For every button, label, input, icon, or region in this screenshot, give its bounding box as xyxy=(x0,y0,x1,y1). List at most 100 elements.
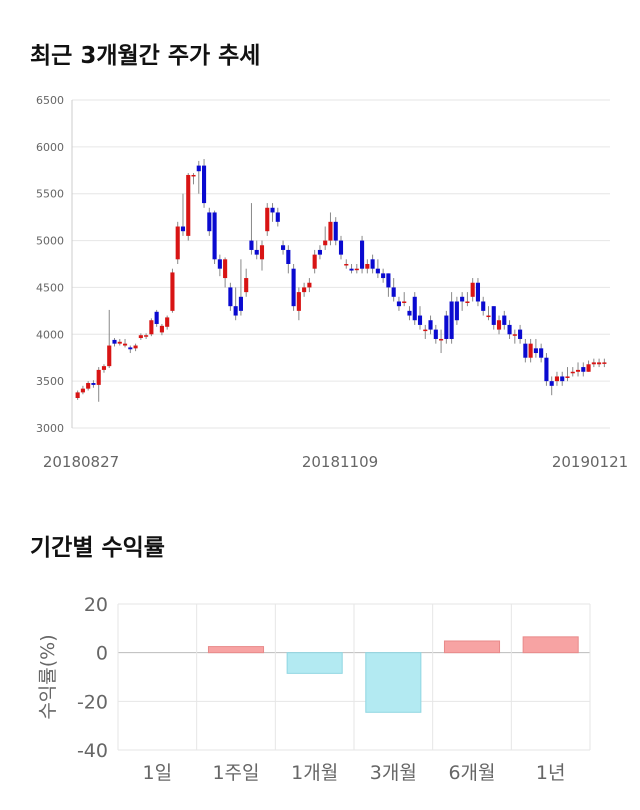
candle-body xyxy=(423,329,428,332)
candle-body xyxy=(254,249,259,255)
candle-body xyxy=(80,388,85,393)
candle-body xyxy=(75,392,80,399)
candle-body xyxy=(428,320,433,330)
candle-body xyxy=(581,367,586,372)
candle-body xyxy=(281,245,286,250)
candle-body xyxy=(560,376,565,382)
candle-body xyxy=(439,338,444,341)
y-tick-label: 5000 xyxy=(36,235,64,248)
candle-body xyxy=(107,345,112,367)
candle-body xyxy=(470,282,475,297)
y-tick-label: -20 xyxy=(77,691,108,713)
x-tick-label: 20180827 xyxy=(43,453,119,470)
candle-body xyxy=(370,259,375,269)
candle-body xyxy=(338,240,344,255)
candle-body xyxy=(602,362,607,364)
candle-body xyxy=(165,317,170,327)
y-tick-label: 6500 xyxy=(36,94,64,107)
candle-body xyxy=(175,226,180,260)
candle-body xyxy=(539,348,544,358)
candle-body xyxy=(518,329,523,339)
candle-body xyxy=(360,240,365,269)
candle-body xyxy=(597,362,602,365)
y-tick-label: 0 xyxy=(96,643,108,665)
y-tick-label: 20 xyxy=(84,594,108,616)
x-tick-label: 1개월 xyxy=(291,762,338,784)
candle-body xyxy=(117,341,122,344)
return-bar xyxy=(365,652,422,713)
candle-body xyxy=(170,272,175,311)
candle-body xyxy=(402,301,407,303)
y-axis-label: 수익률(%) xyxy=(37,634,59,719)
x-tick-label: 20181109 xyxy=(302,453,378,470)
candle-body xyxy=(291,268,296,307)
y-tick-label: 3500 xyxy=(36,375,64,388)
return-bar xyxy=(286,652,343,674)
candle-body xyxy=(433,329,438,339)
y-tick-label: 6000 xyxy=(36,141,64,154)
candle-body xyxy=(259,245,265,260)
candle-body xyxy=(533,348,538,354)
candle-body xyxy=(138,335,143,339)
return-bar xyxy=(207,646,265,654)
candle-body xyxy=(528,343,533,358)
candle-body xyxy=(159,325,164,333)
candle-body xyxy=(549,381,554,386)
price-chart-title: 최근 3개월간 주가 추세 xyxy=(30,43,261,69)
candle-body xyxy=(207,212,212,232)
candle-body xyxy=(228,287,233,307)
candle-body xyxy=(96,369,101,385)
candle-body xyxy=(91,383,96,385)
candle-body xyxy=(323,240,328,246)
candle-body xyxy=(396,301,401,307)
candle-body xyxy=(586,364,591,372)
candle-body xyxy=(201,165,207,204)
return-bar xyxy=(522,636,579,654)
candle-body xyxy=(244,278,249,293)
candle-body xyxy=(296,292,301,311)
candle-body xyxy=(307,282,312,288)
y-tick-label: 4000 xyxy=(36,328,64,341)
candle-body xyxy=(386,273,391,288)
candle-body xyxy=(449,301,454,339)
candle-body xyxy=(512,334,517,336)
candle-body xyxy=(270,207,275,213)
y-tick-label: 5500 xyxy=(36,188,64,201)
candle-body xyxy=(460,296,465,302)
candle-body xyxy=(544,357,549,382)
candle-body xyxy=(112,339,117,344)
candle-body xyxy=(275,212,280,222)
candle-body xyxy=(154,311,159,324)
candle-body xyxy=(149,320,154,335)
candle-body xyxy=(328,221,333,241)
candle-body xyxy=(180,226,186,232)
candle-body xyxy=(122,343,128,346)
candle-body xyxy=(454,301,459,321)
candle-body xyxy=(407,310,412,316)
candle-body xyxy=(265,207,270,232)
candle-body xyxy=(575,369,581,372)
x-tick-label: 20190121 xyxy=(552,453,628,470)
return-bar-chart: 20 0 -20 -40 1일 1주일 1개월 3개월 6개월 1년 수익률(%) xyxy=(37,594,591,784)
x-tick-label: 3개월 xyxy=(370,762,417,784)
candle-body xyxy=(412,296,417,321)
candle-body xyxy=(86,383,91,389)
candle-body xyxy=(486,315,491,318)
candle-body xyxy=(186,174,191,236)
candle-body xyxy=(496,320,502,330)
return-chart-title: 기간별 수익률 xyxy=(30,535,165,561)
candle-body xyxy=(507,324,512,335)
x-tick-label: 6개월 xyxy=(448,762,495,784)
candle-body xyxy=(565,376,570,378)
candle-body xyxy=(481,301,486,311)
candle-body xyxy=(465,301,470,303)
y-tick-label: -40 xyxy=(77,740,108,762)
candle-body xyxy=(101,366,107,370)
candle-body xyxy=(333,221,338,241)
candle-body xyxy=(191,174,196,177)
candle-body xyxy=(391,287,396,297)
candle-body xyxy=(444,315,449,339)
candle-body xyxy=(349,268,354,271)
candle-body xyxy=(554,376,560,382)
candle-body xyxy=(375,268,380,274)
